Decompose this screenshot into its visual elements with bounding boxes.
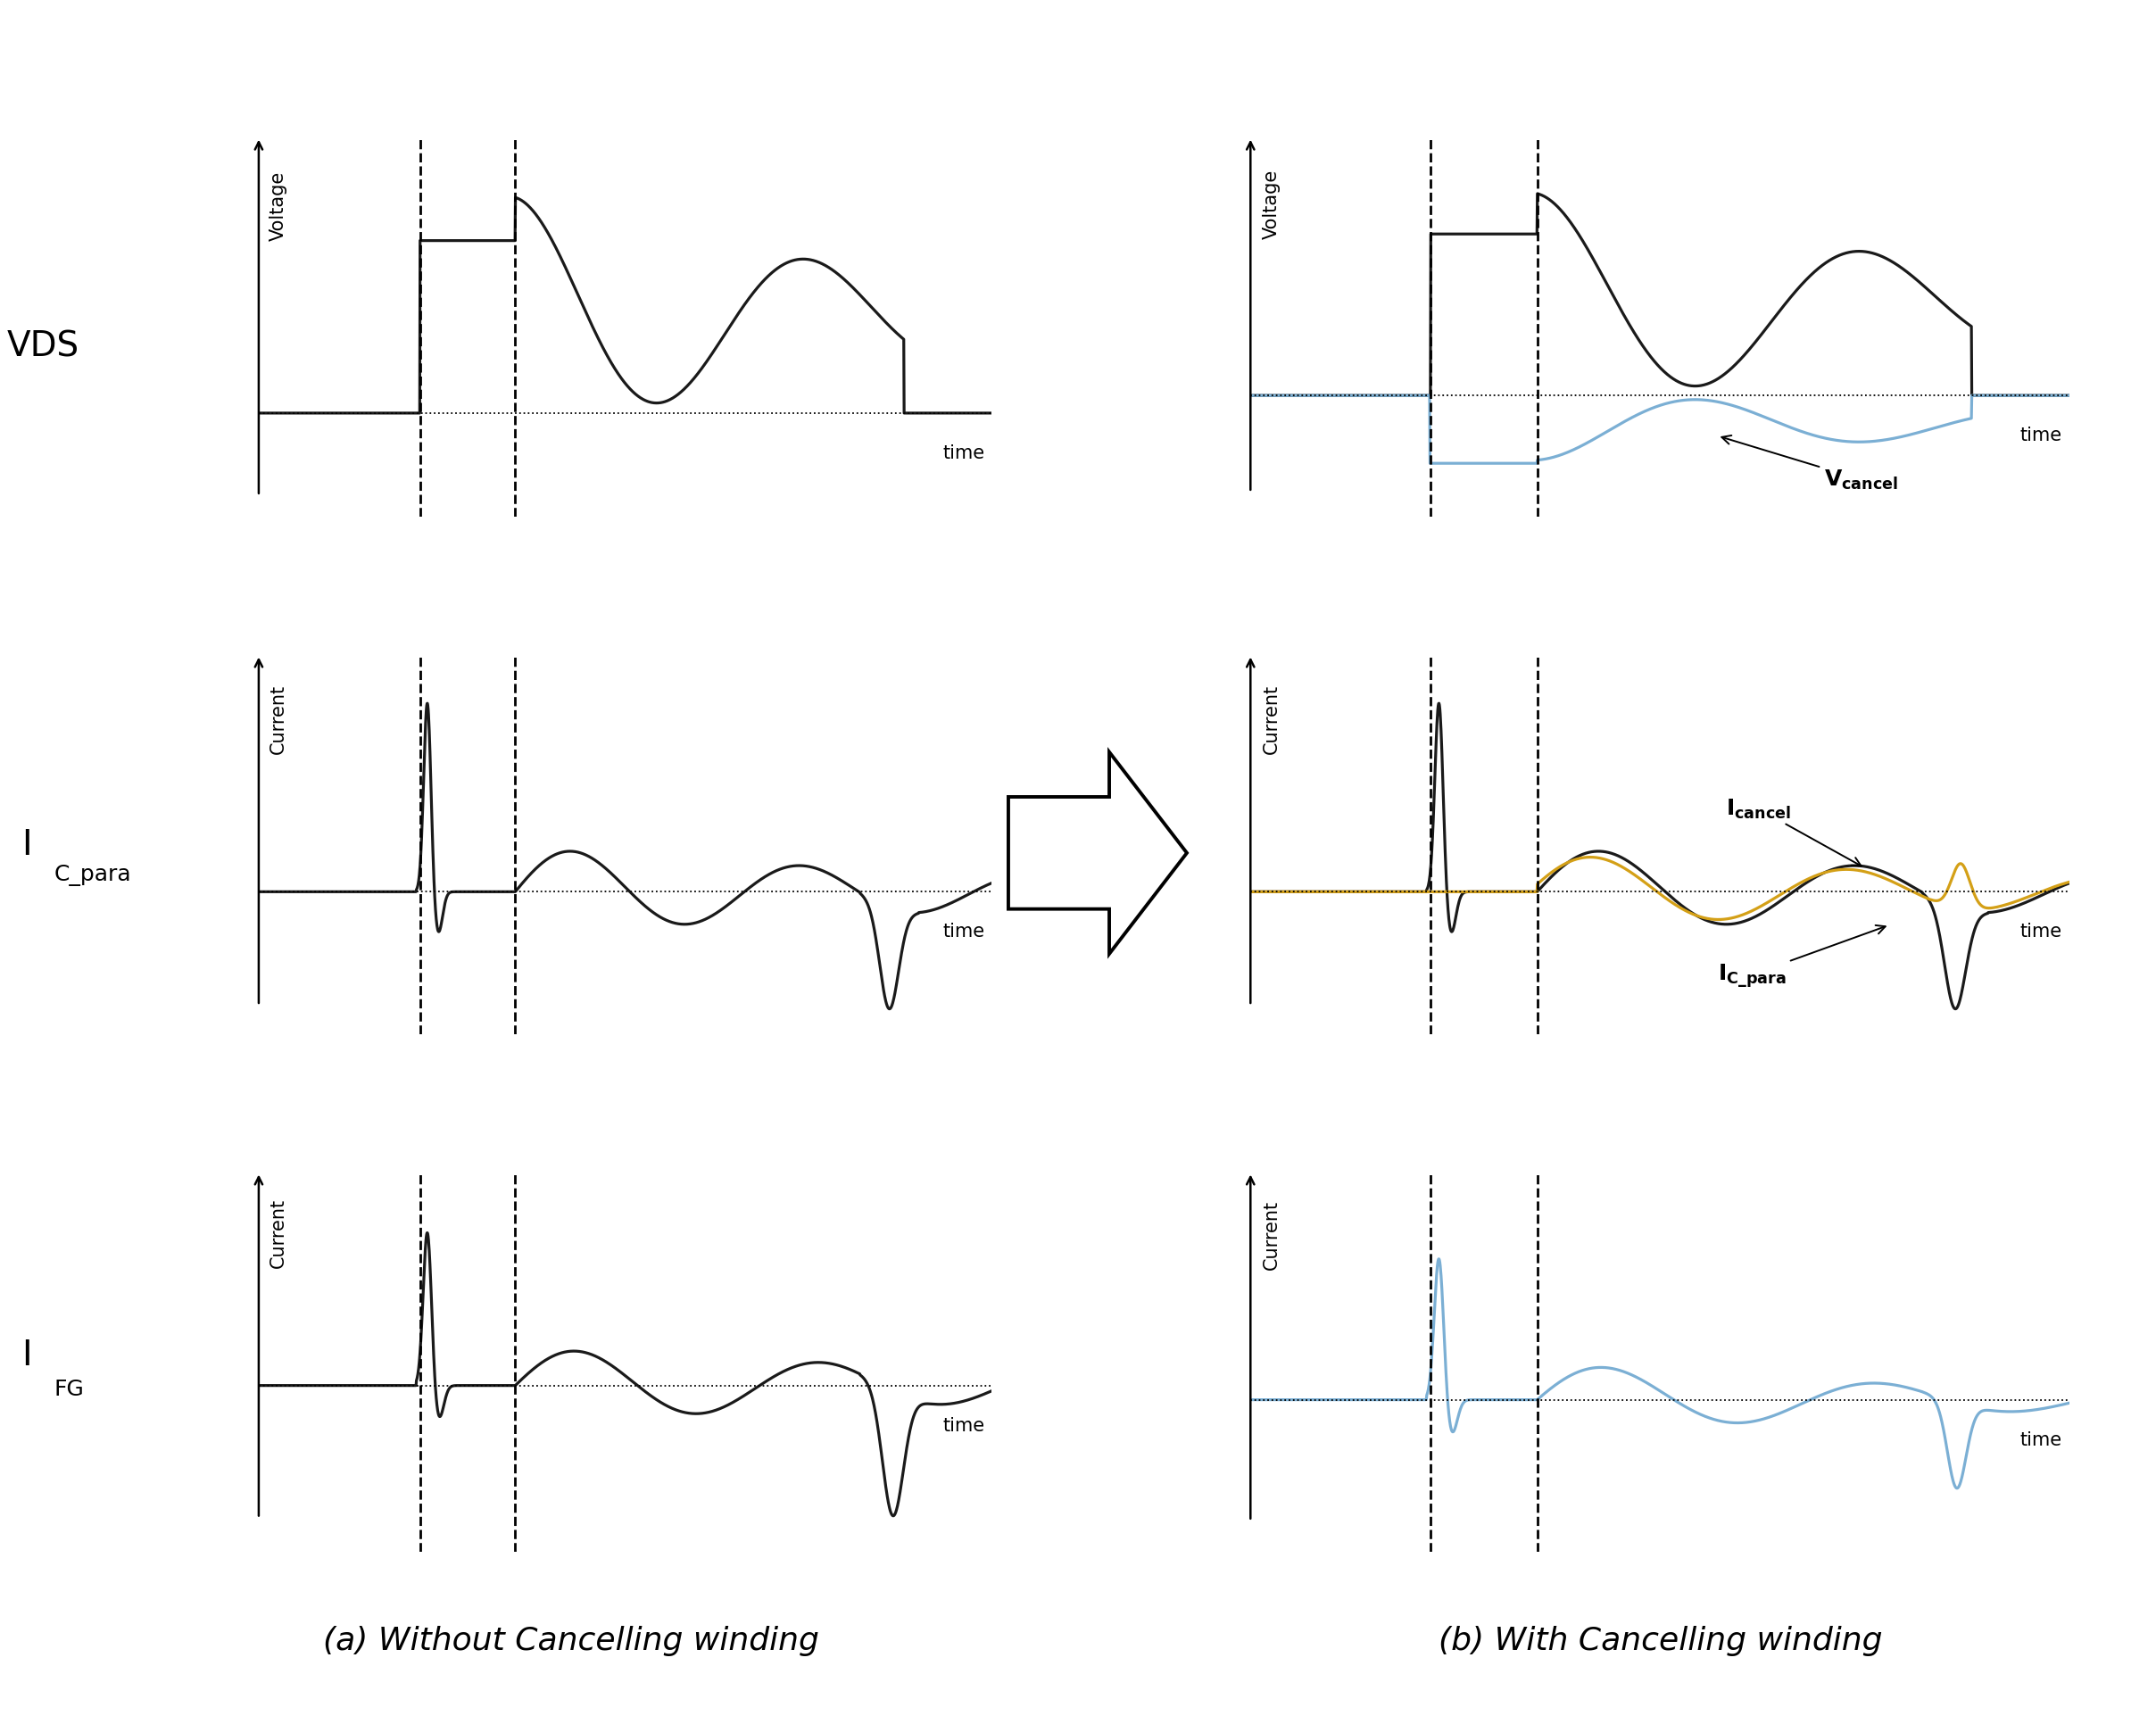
Text: time: time xyxy=(2020,426,2061,445)
Text: (b) With Cancelling winding: (b) With Cancelling winding xyxy=(1438,1624,1882,1655)
Polygon shape xyxy=(1009,752,1186,955)
Text: Current: Current xyxy=(270,684,287,753)
Text: time: time xyxy=(2020,922,2061,940)
Text: VDS: VDS xyxy=(6,329,80,364)
Text: time: time xyxy=(2020,1431,2061,1448)
Text: Current: Current xyxy=(1263,1200,1281,1269)
Text: $\mathbf{I_{C\_para}}$: $\mathbf{I_{C\_para}}$ xyxy=(1718,926,1884,988)
Text: I: I xyxy=(22,828,32,862)
Text: $\mathbf{V_{cancel}}$: $\mathbf{V_{cancel}}$ xyxy=(1723,436,1897,491)
Text: Current: Current xyxy=(270,1198,287,1267)
Text: time: time xyxy=(942,922,985,940)
Text: FG: FG xyxy=(54,1377,84,1400)
Text: I: I xyxy=(22,1338,32,1371)
Text: Voltage: Voltage xyxy=(270,171,287,241)
Text: C_para: C_para xyxy=(54,864,132,886)
Text: time: time xyxy=(942,1415,985,1434)
Text: Voltage: Voltage xyxy=(1263,169,1281,238)
Text: $\mathbf{I_{cancel}}$: $\mathbf{I_{cancel}}$ xyxy=(1725,798,1861,867)
Text: time: time xyxy=(942,445,985,462)
Text: (a) Without Cancelling winding: (a) Without Cancelling winding xyxy=(323,1624,819,1655)
Text: Current: Current xyxy=(1263,684,1281,753)
